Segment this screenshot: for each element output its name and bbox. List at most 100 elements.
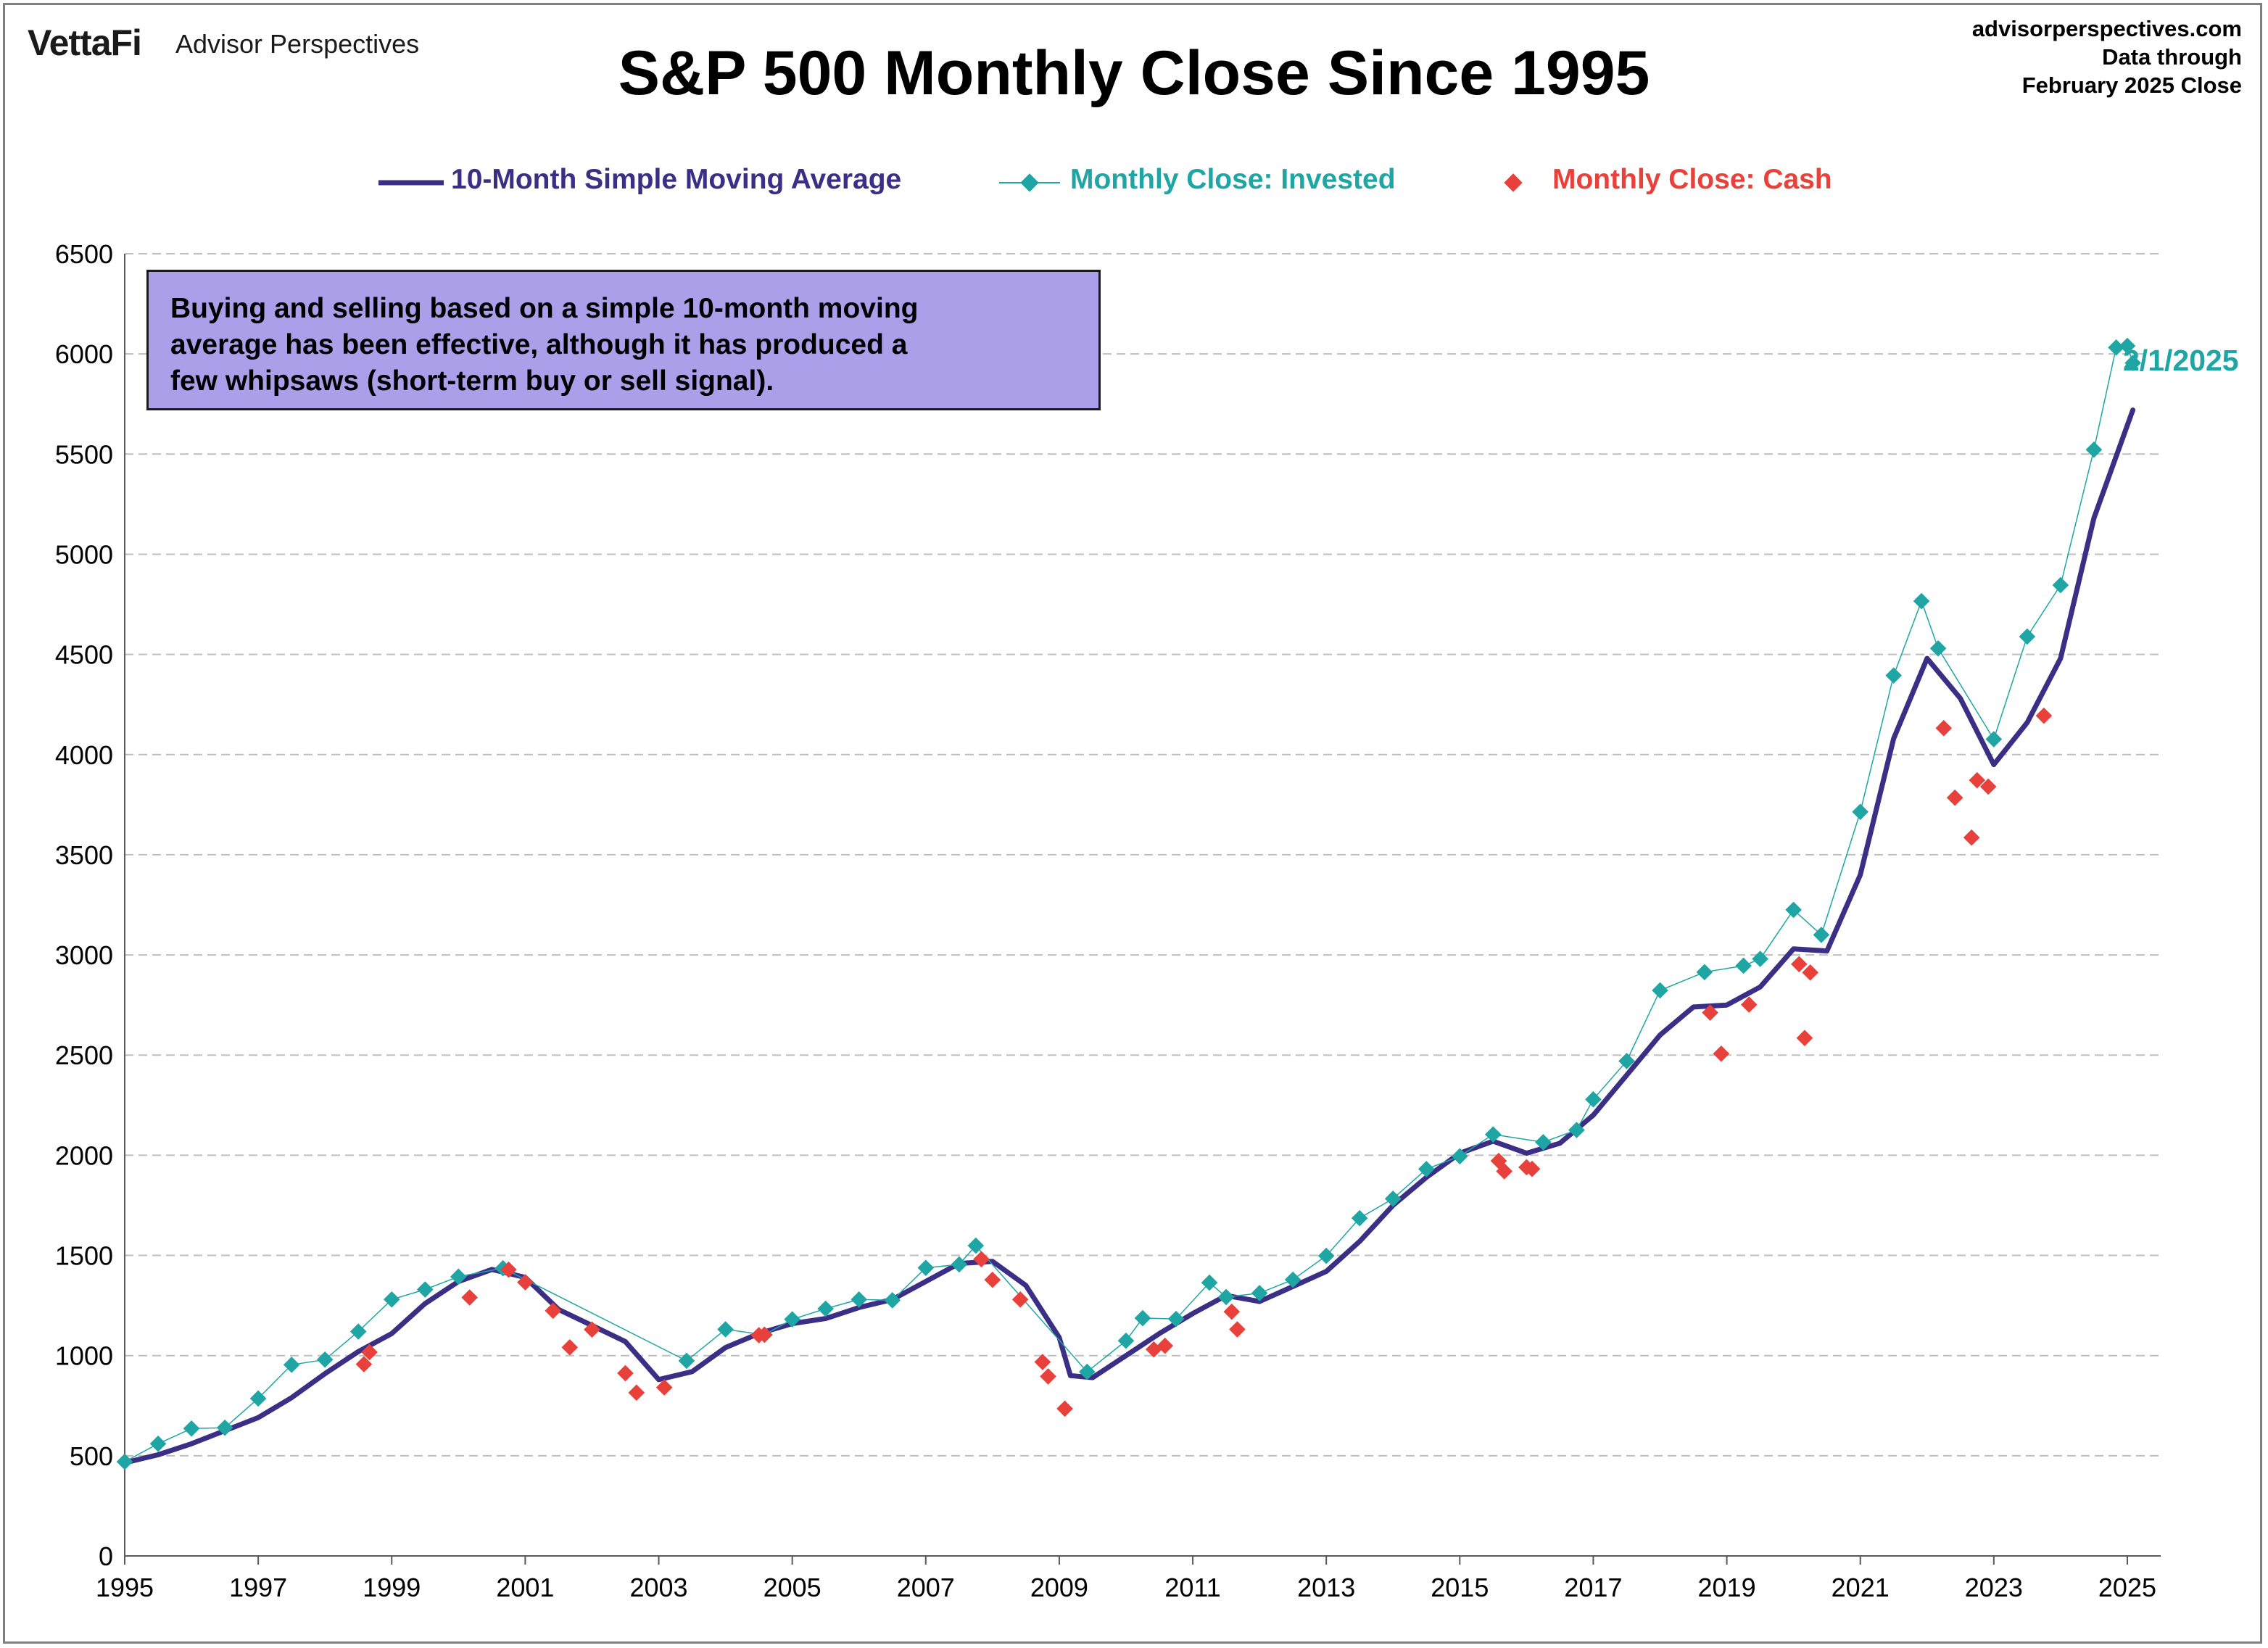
legend-cash-label: Monthly Close: Cash [1552, 164, 1832, 195]
cash-point [584, 1321, 600, 1338]
y-tick-label: 6500 [55, 239, 113, 269]
brand-subtitle: Advisor Perspectives [175, 29, 420, 59]
cash-point [1935, 719, 1953, 737]
x-tick-label: 2019 [1698, 1573, 1756, 1602]
y-tick-labels: 0 500 1000 1500 2000 2500 3000 3500 4000 4500 5000… [55, 239, 113, 1571]
y-tick-label: 2500 [55, 1040, 113, 1070]
cash-point [617, 1365, 634, 1382]
source-note: Data through [2102, 44, 2242, 70]
invested-point [967, 1237, 985, 1254]
invested-point [1652, 982, 1668, 999]
y-tick-label: 2000 [55, 1140, 113, 1170]
chart-title: S&P 500 Monthly Close Since 1995 [618, 38, 1650, 108]
cash-point [1040, 1368, 1056, 1385]
source-info: advisorperspectives.com Data through Feb… [1972, 15, 2242, 99]
cash-point [1702, 1004, 1718, 1021]
invested-point [183, 1420, 200, 1437]
y-tick-label: 3500 [55, 840, 113, 870]
invested-point [717, 1321, 734, 1338]
y-tick-label: 3000 [55, 940, 113, 970]
x-tick-label: 2021 [1832, 1573, 1890, 1602]
invested-point [1929, 640, 1947, 657]
cash-point [1946, 789, 1963, 806]
y-tick-label: 1500 [55, 1241, 113, 1271]
cash-point [1056, 1400, 1073, 1417]
y-tick-label: 4500 [55, 640, 113, 670]
invested-point [1785, 901, 1802, 919]
invested-point [1134, 1309, 1151, 1327]
invested-point [1284, 1271, 1301, 1288]
cash-point [1523, 1160, 1541, 1177]
invested-point [1568, 1122, 1585, 1138]
axes [124, 254, 2161, 1557]
cash-point [1223, 1303, 1241, 1320]
gridlines [125, 253, 2161, 1457]
invested-point [1735, 957, 1752, 974]
annotation-line-3: few whipsaws (short-term buy or sell sig… [170, 365, 774, 397]
cash-point [973, 1251, 990, 1268]
annotation-box: Buying and selling based on a simple 10-… [146, 270, 1101, 410]
invested-point [2019, 628, 2036, 645]
invested-point [1885, 667, 1903, 684]
annotation-line-2: average has been effective, although it … [170, 329, 908, 360]
invested-point [784, 1311, 800, 1328]
invested-point [1813, 927, 1830, 943]
invested-point [1251, 1285, 1268, 1301]
cash-point [628, 1384, 645, 1401]
x-tick-label: 1997 [229, 1573, 287, 1602]
cash-point [561, 1339, 579, 1356]
x-tick-label: 2011 [1164, 1573, 1220, 1602]
cash-point [756, 1326, 773, 1343]
x-tick-label: 2015 [1431, 1573, 1489, 1602]
invested-point [383, 1291, 400, 1308]
legend-invested-label: Monthly Close: Invested [1070, 164, 1396, 195]
annotation-line-1: Buying and selling based on a simple 10-… [170, 293, 919, 324]
cash-point [1496, 1163, 1513, 1180]
invested-point [884, 1292, 901, 1309]
x-tick-label: 2009 [1030, 1573, 1088, 1602]
last-date-label: 2/1/2025 [2123, 344, 2239, 377]
invested-point [1696, 964, 1713, 981]
series-sma [122, 407, 2136, 1465]
cash-point [461, 1289, 479, 1306]
invested-point [2085, 441, 2103, 458]
y-tick-label: 0 [99, 1541, 113, 1571]
invested-point [1167, 1310, 1185, 1328]
x-tick-labels: 1995 1997 1999 2001 2003 2005 2007 2009 2011 2013… [96, 1556, 2156, 1602]
cash-point [2035, 707, 2053, 724]
invested-point [149, 1435, 167, 1452]
y-tick-label: 5000 [55, 539, 113, 569]
invested-point [1201, 1274, 1218, 1291]
invested-point [1418, 1161, 1435, 1177]
cash-point [545, 1302, 562, 1320]
invested-point [1852, 803, 1869, 821]
cash-point [1011, 1291, 1029, 1308]
invested-point [1384, 1191, 1402, 1207]
invested-point [1217, 1288, 1235, 1306]
x-tick-label: 2003 [629, 1573, 687, 1602]
invested-point [349, 1323, 367, 1340]
series-invested [116, 337, 2141, 1470]
cash-point [1979, 778, 1997, 795]
y-tick-label: 5500 [55, 439, 113, 469]
legend-invested-swatch [1020, 173, 1039, 192]
invested-point [1452, 1148, 1468, 1165]
cash-point [1963, 829, 1980, 846]
invested-point [1484, 1126, 1502, 1143]
y-tick-label: 6000 [55, 339, 113, 369]
x-tick-label: 2017 [1564, 1573, 1622, 1602]
invested-point [1117, 1332, 1135, 1349]
invested-point [1535, 1134, 1552, 1151]
x-tick-label: 2025 [2098, 1573, 2156, 1602]
invested-point [1618, 1053, 1635, 1069]
invested-point [1351, 1209, 1368, 1227]
invested-point [2052, 576, 2069, 594]
invested-point [316, 1351, 334, 1368]
cash-point [1229, 1321, 1246, 1338]
x-tick-label: 1999 [363, 1573, 421, 1602]
x-tick-label: 2023 [1965, 1573, 2023, 1602]
legend-cash-swatch [1504, 173, 1523, 192]
legend-sma-label: 10-Month Simple Moving Average [451, 164, 902, 195]
cash-point [984, 1271, 1001, 1288]
